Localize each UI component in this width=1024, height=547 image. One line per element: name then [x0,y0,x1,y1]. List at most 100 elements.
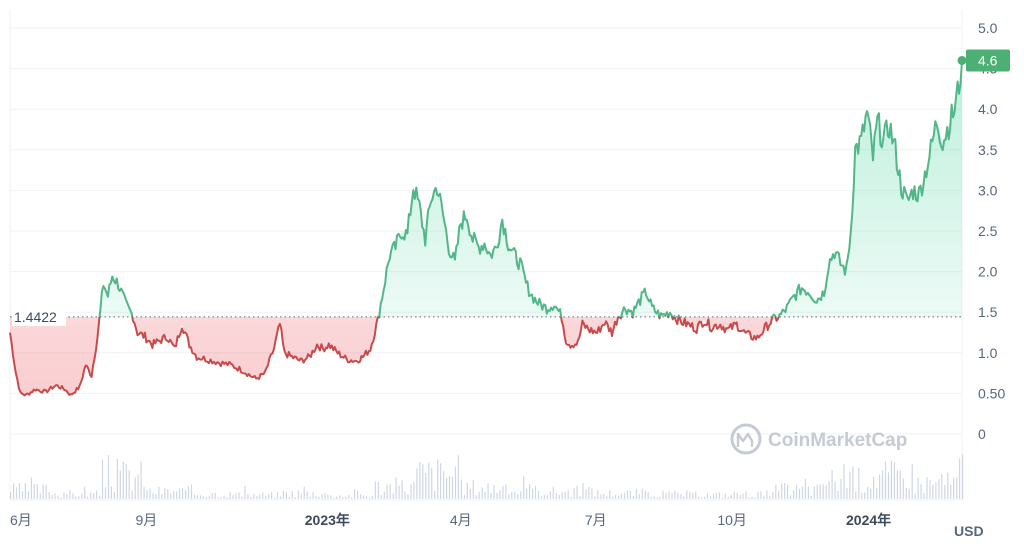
volume-bar [911,464,913,499]
volume-bar [285,492,287,499]
volume-bar [247,494,249,499]
volume-bar [529,484,531,499]
volume-bar [199,495,201,499]
volume-bar [508,494,510,499]
volume-bar [158,486,160,499]
volume-bar [665,492,667,499]
volume-bar [78,496,80,499]
volume-bar [327,494,329,499]
volume-bar [959,458,961,499]
current-price-marker: 4.6 [957,49,1010,72]
volume-bar [807,486,809,499]
volume-bar [552,486,554,499]
x-tick-label: 4月 [450,512,472,528]
volume-bar [155,494,157,499]
volume-bar [855,491,857,499]
volume-bar [48,492,50,499]
volume-bar [769,496,771,499]
volume-bar [843,464,845,499]
axes: 00.501.01.52.02.53.03.54.04.55.06月9月2023… [10,20,1005,528]
volume-bar [523,476,525,499]
volume-bar [718,492,720,499]
volume-bar [297,490,299,499]
volume-bar [698,496,700,499]
volume-bar [730,494,732,499]
volume-bar [128,470,130,499]
volume-bar [798,488,801,499]
volume-bar [881,470,884,499]
volume-bar [938,479,940,499]
volume-bar [727,497,729,499]
volume-bar [902,478,904,499]
volume-bar [567,490,569,499]
volume-bar [893,461,895,499]
volume-bar [582,483,584,499]
x-tick-label: 2023年 [305,512,350,528]
volume-bar [466,482,468,499]
volume-bar [407,494,409,499]
volume-bar [564,491,566,499]
volume-bar [122,461,124,499]
volume-bar [45,485,47,499]
volume-bar [514,491,516,499]
price-line [9,60,963,397]
volume-bar [543,494,545,499]
volume-bar [745,491,747,499]
coinmarketcap-icon [730,423,762,455]
volume-bar [721,497,723,499]
volume-bar [861,492,863,499]
volume-bar [641,488,643,499]
volume-bar [656,497,658,499]
volume-bar [588,486,590,499]
watermark-text: CoinMarketCap [768,430,907,451]
volume-bar [546,495,548,499]
volume-bar [431,467,433,499]
volume-bar [748,497,750,499]
volume-bar [425,473,427,499]
volume-bar [695,491,697,499]
current-price-badge [966,49,1010,72]
volume-bar [754,497,756,499]
volume-bar [612,496,614,499]
y-tick-label: 1.5 [978,304,998,320]
volume-bar [606,496,608,499]
volume-bar [392,493,394,499]
volume-bar [852,466,854,499]
volume-bar [193,494,196,499]
volume-bar [484,492,486,499]
volume-bar [496,492,498,499]
volume-bar [288,497,290,499]
volume-bar [816,484,818,499]
volume-bar [751,497,753,499]
volume-bar [715,493,717,499]
volume-bar [469,488,471,499]
volume-bar [303,486,305,499]
volume-bar [858,468,860,499]
volume-bar [511,492,513,499]
volume-bar [18,483,21,499]
y-tick-label: 1.0 [978,345,998,361]
volume-bar [256,496,258,499]
volume-bar [63,492,65,499]
volume-bar [152,493,154,499]
volume-bar [383,491,385,499]
volume-bar [345,496,347,499]
volume-bar [532,488,534,499]
volume-bar [232,495,234,499]
volume-bar [294,497,296,499]
volume-bar [306,491,308,499]
volume-bar [223,495,225,499]
y-tick-label: 0.50 [978,385,1005,401]
volume-bar [879,474,881,499]
volume-bar [244,486,246,499]
volume-bar [217,497,219,499]
volume-bar [312,492,314,499]
volume-bar [917,477,919,499]
volume-bars [10,454,964,499]
y-tick-label: 2.0 [978,264,998,280]
volume-bar [99,495,101,499]
volume-bar [54,493,56,499]
volume-bar [795,485,798,499]
volume-bar [647,492,649,499]
volume-bar [60,497,62,499]
